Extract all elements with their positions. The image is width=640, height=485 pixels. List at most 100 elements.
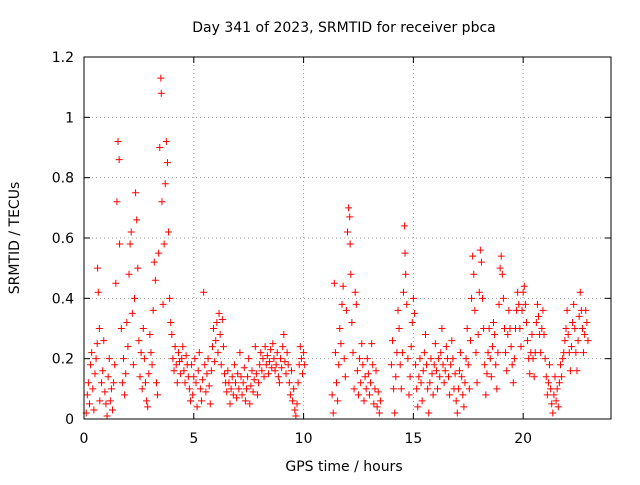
data-point <box>409 294 417 302</box>
data-point <box>532 318 540 326</box>
data-point <box>487 373 495 381</box>
data-point <box>235 385 243 393</box>
data-point <box>293 400 301 408</box>
data-point <box>369 361 377 369</box>
data-point <box>107 385 115 393</box>
data-point <box>493 385 501 393</box>
data-point <box>565 349 573 357</box>
data-point <box>155 249 163 257</box>
data-point <box>437 349 445 357</box>
data-point <box>465 385 473 393</box>
data-point <box>362 385 370 393</box>
data-point <box>290 385 298 393</box>
data-point <box>99 367 107 375</box>
data-point <box>375 409 383 417</box>
data-point <box>338 300 346 308</box>
data-point <box>224 367 232 375</box>
data-point <box>570 300 578 308</box>
data-point <box>207 367 215 375</box>
data-point <box>425 409 433 417</box>
data-point <box>348 318 356 326</box>
data-point <box>398 349 406 357</box>
data-point <box>143 397 151 405</box>
data-point <box>121 391 129 399</box>
data-point <box>158 198 166 206</box>
data-point <box>172 361 180 369</box>
data-point <box>363 355 371 363</box>
data-point <box>416 355 424 363</box>
data-point <box>328 391 336 399</box>
data-point <box>113 198 121 206</box>
data-point <box>461 379 469 387</box>
data-point <box>405 391 413 399</box>
data-point <box>505 306 513 314</box>
data-point <box>179 343 187 351</box>
data-point <box>120 355 128 363</box>
data-point <box>376 397 384 405</box>
x-tick-label: 15 <box>404 431 422 447</box>
data-point <box>556 361 564 369</box>
data-point <box>571 325 579 332</box>
data-point <box>329 409 337 417</box>
data-point <box>387 361 395 369</box>
data-point <box>145 370 153 378</box>
data-point <box>218 315 226 323</box>
data-point <box>395 325 403 332</box>
data-point <box>151 276 159 284</box>
data-point <box>509 379 517 387</box>
data-point <box>109 406 117 414</box>
data-point <box>559 355 567 363</box>
data-point <box>208 343 216 351</box>
data-point <box>227 385 235 393</box>
data-point <box>138 385 146 393</box>
data-point <box>294 379 302 387</box>
data-point <box>584 337 592 345</box>
data-point <box>374 388 382 396</box>
data-point <box>558 373 566 381</box>
data-point <box>199 376 207 384</box>
data-point <box>181 379 189 387</box>
data-point <box>298 370 306 378</box>
data-point <box>219 343 227 351</box>
data-point <box>182 352 190 360</box>
data-point <box>470 270 478 278</box>
data-point <box>430 361 438 369</box>
data-point <box>542 373 550 381</box>
data-point <box>98 379 106 387</box>
data-point <box>186 397 194 405</box>
data-point <box>498 270 506 278</box>
data-point <box>452 397 460 405</box>
data-point <box>268 364 276 372</box>
data-point <box>459 391 467 399</box>
data-point <box>177 370 185 378</box>
data-point <box>423 361 431 369</box>
data-point <box>162 137 170 145</box>
data-point <box>460 403 468 411</box>
data-point <box>392 373 400 381</box>
data-point <box>247 382 255 390</box>
data-point <box>185 385 193 393</box>
data-point <box>359 361 367 369</box>
y-tick-label: 1 <box>65 110 74 126</box>
data-point <box>424 385 432 393</box>
data-point <box>91 370 99 378</box>
data-point <box>128 309 136 317</box>
data-point <box>261 343 269 351</box>
data-point <box>353 367 361 375</box>
data-point <box>240 364 248 372</box>
data-point <box>129 361 137 369</box>
data-point <box>211 358 219 366</box>
data-point <box>238 391 246 399</box>
data-point <box>528 331 536 339</box>
data-point <box>289 397 297 405</box>
data-point <box>340 355 348 363</box>
data-point <box>418 397 426 405</box>
data-point <box>252 370 260 378</box>
data-point <box>490 318 498 326</box>
data-point <box>84 379 92 387</box>
data-point <box>342 306 350 314</box>
data-point <box>367 379 375 387</box>
data-point <box>118 379 126 387</box>
data-point <box>581 331 589 339</box>
data-point <box>301 361 309 369</box>
